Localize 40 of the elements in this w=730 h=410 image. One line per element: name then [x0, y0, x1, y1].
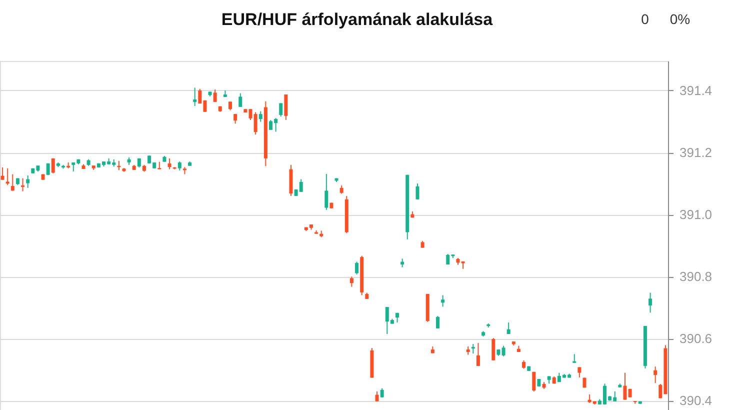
candlestick	[492, 338, 496, 361]
y-tick-label: 391.0	[680, 207, 712, 222]
candlestick	[623, 372, 627, 400]
candlestick	[476, 342, 480, 366]
candlestick	[350, 276, 354, 288]
candlestick	[234, 114, 238, 124]
y-tick-label: 391.4	[680, 82, 712, 98]
candlestick	[238, 92, 242, 108]
candlestick	[51, 158, 55, 174]
candlestick	[436, 316, 440, 329]
candlestick	[279, 102, 283, 118]
candlestick	[324, 173, 328, 210]
candlestick	[654, 366, 658, 384]
candlestick	[168, 158, 172, 170]
candlestick	[441, 294, 445, 308]
candlestick	[284, 94, 288, 120]
y-tick-label: 390.6	[680, 331, 712, 346]
candlestick	[648, 292, 652, 314]
candlestick	[213, 89, 217, 102]
candlestick	[0, 166, 4, 180]
candlestick	[471, 343, 475, 354]
candlestick	[26, 174, 30, 188]
candlestick	[502, 345, 506, 357]
candlestick	[6, 168, 10, 186]
candlestick	[258, 110, 262, 122]
candlestick	[21, 178, 25, 192]
candlestick	[355, 261, 359, 275]
candlestick	[416, 183, 420, 200]
y-tick-label: 391.2	[680, 145, 712, 160]
candlestick	[506, 322, 510, 334]
y-tick-label: 390.8	[680, 269, 712, 284]
y-tick-label: 390.4	[680, 393, 712, 408]
candlestick	[532, 371, 536, 392]
text: 0%	[670, 11, 690, 27]
text: 0	[641, 11, 650, 27]
candlestick	[193, 87, 197, 106]
chart-title: EUR/HUF árfolyamának alakulása	[221, 10, 494, 29]
candlestick	[10, 174, 14, 192]
candlestick	[578, 366, 582, 378]
candlestick	[375, 390, 379, 402]
